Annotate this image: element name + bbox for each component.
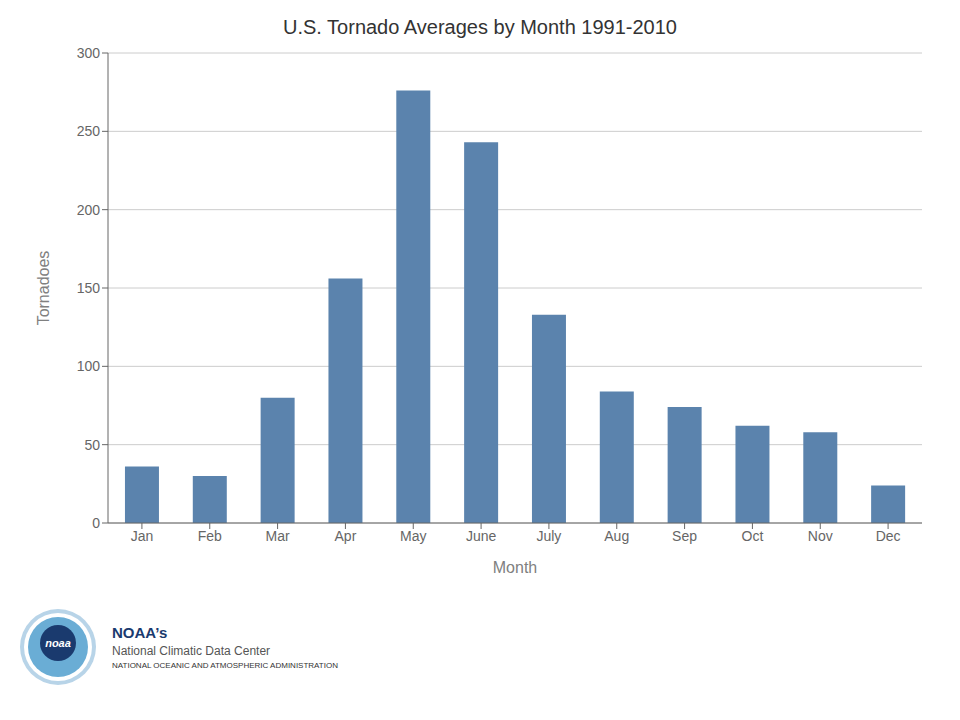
svg-text:July: July [536, 528, 561, 544]
svg-text:May: May [400, 528, 426, 544]
svg-text:Aug: Aug [604, 528, 629, 544]
svg-text:0: 0 [92, 515, 100, 531]
html-text:NATIONAL OCEANIC AND ATMOSPHER: NATIONAL OCEANIC AND ATMOSPHERIC ADMINIS… [112, 661, 338, 670]
svg-text:Oct: Oct [742, 528, 764, 544]
svg-text:June: June [466, 528, 497, 544]
svg-text:50: 50 [84, 437, 100, 453]
svg-text:Apr: Apr [335, 528, 357, 544]
html-text:National Climatic Data Center: National Climatic Data Center [112, 644, 271, 658]
svg-text:Month: Month [493, 559, 537, 576]
svg-text:Nov: Nov [808, 528, 833, 544]
svg-text:200: 200 [77, 202, 101, 218]
html-text:U.S. Tornado Averages by Month: U.S. Tornado Averages by Month 1991-2010 [283, 16, 677, 38]
svg-text:noaa: noaa [45, 637, 71, 649]
svg-text:Feb: Feb [198, 528, 222, 544]
svg-text:100: 100 [77, 358, 101, 374]
svg-text:250: 250 [77, 123, 101, 139]
svg-text:150: 150 [77, 280, 101, 296]
svg-text:Tornadoes: Tornadoes [35, 251, 52, 326]
html-text:NOAA’s: NOAA’s [112, 624, 168, 641]
svg-text:Jan: Jan [131, 528, 154, 544]
svg-text:Sep: Sep [672, 528, 697, 544]
svg-text:300: 300 [77, 45, 101, 61]
svg-text:Dec: Dec [876, 528, 901, 544]
svg-text:Mar: Mar [266, 528, 290, 544]
